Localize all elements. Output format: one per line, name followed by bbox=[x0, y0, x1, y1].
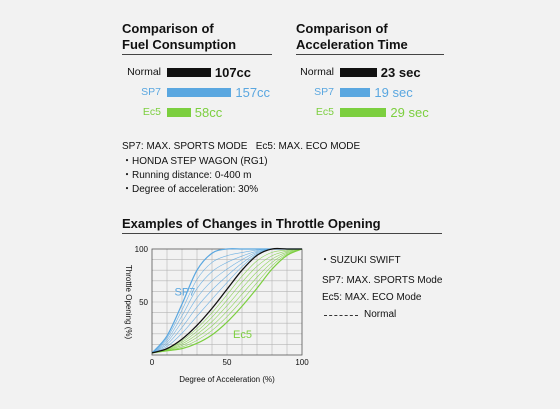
y-axis-label: Throttle Opening (%) bbox=[124, 265, 133, 340]
ec5-fan-line bbox=[151, 248, 303, 354]
fuel-bar-ec5 bbox=[167, 108, 191, 117]
sp7-annotation: SP7 bbox=[175, 287, 196, 299]
accel-title-line1: Comparison of bbox=[296, 21, 388, 36]
fuel-value-ec5: 58cc bbox=[194, 105, 223, 120]
vehicle-note: ・HONDA STEP WAGON (RG1) bbox=[122, 156, 268, 167]
legend-vehicle: ・SUZUKI SWIFT bbox=[320, 255, 401, 266]
accel-label-sp7: SP7 bbox=[314, 86, 334, 98]
x-tick-label: 100 bbox=[295, 358, 309, 367]
accel-title-line2: Acceleration Time bbox=[296, 37, 408, 52]
accel-bar-normal bbox=[340, 68, 377, 77]
fuel-label-ec5: Ec5 bbox=[142, 106, 161, 118]
fuel-label-normal: Normal bbox=[127, 66, 161, 78]
legend-sp7: SP7: MAX. SPORTS Mode bbox=[322, 275, 443, 286]
legend-ec5: Ec5: MAX. ECO Mode bbox=[322, 292, 422, 303]
throttle-line-chart: SP7 Ec5 0 50 100 50 100 Degree of Acceleration … bbox=[124, 245, 309, 384]
legend-normal: Normal bbox=[364, 309, 397, 320]
fuel-bar-normal bbox=[167, 68, 211, 77]
fuel-title-rule bbox=[122, 54, 272, 55]
ec5-fan-line bbox=[151, 248, 303, 354]
mode-legend-note: SP7: MAX. SPORTS MODE Ec5: MAX. ECO MODE bbox=[122, 141, 361, 152]
x-tick-label: 0 bbox=[150, 358, 155, 367]
throttle-title-rule bbox=[122, 233, 442, 234]
fuel-bar-sp7 bbox=[167, 88, 232, 97]
fuel-value-normal: 107cc bbox=[214, 65, 252, 80]
distance-note: ・Running distance: 0-400 m bbox=[122, 170, 252, 181]
accel-value-sp7: 19 sec bbox=[374, 85, 413, 100]
legend-normal-swatch bbox=[324, 315, 358, 316]
fuel-title-line2: Fuel Consumption bbox=[122, 37, 237, 52]
ec5-line bbox=[151, 248, 303, 354]
x-tick-label: 50 bbox=[223, 358, 232, 367]
normal-line bbox=[151, 247, 302, 354]
ec5-fan-line bbox=[151, 248, 303, 354]
x-axis-label: Degree of Acceleration (%) bbox=[179, 375, 275, 384]
throttle-chart-title: Examples of Changes in Throttle Opening bbox=[122, 216, 381, 231]
fuel-title-line1: Comparison of bbox=[122, 21, 214, 36]
fuel-label-sp7: SP7 bbox=[141, 86, 161, 98]
accel-title-rule bbox=[296, 54, 444, 55]
accel-label-ec5: Ec5 bbox=[315, 106, 334, 118]
ec5-annotation: Ec5 bbox=[233, 329, 252, 341]
fuel-value-sp7: 157cc bbox=[235, 85, 271, 100]
accel-value-ec5: 29 sec bbox=[390, 105, 429, 120]
y-tick-label: 100 bbox=[135, 245, 149, 254]
ec5-fan-line bbox=[151, 248, 303, 354]
degree-note: ・Degree of acceleration: 30% bbox=[122, 184, 259, 195]
accel-value-normal: 23 sec bbox=[380, 65, 421, 80]
accel-bar-ec5 bbox=[340, 108, 387, 117]
accel-label-normal: Normal bbox=[300, 66, 334, 78]
ec5-fan-line bbox=[151, 248, 303, 354]
y-tick-label: 50 bbox=[139, 298, 148, 307]
accel-bar-sp7 bbox=[340, 88, 371, 97]
